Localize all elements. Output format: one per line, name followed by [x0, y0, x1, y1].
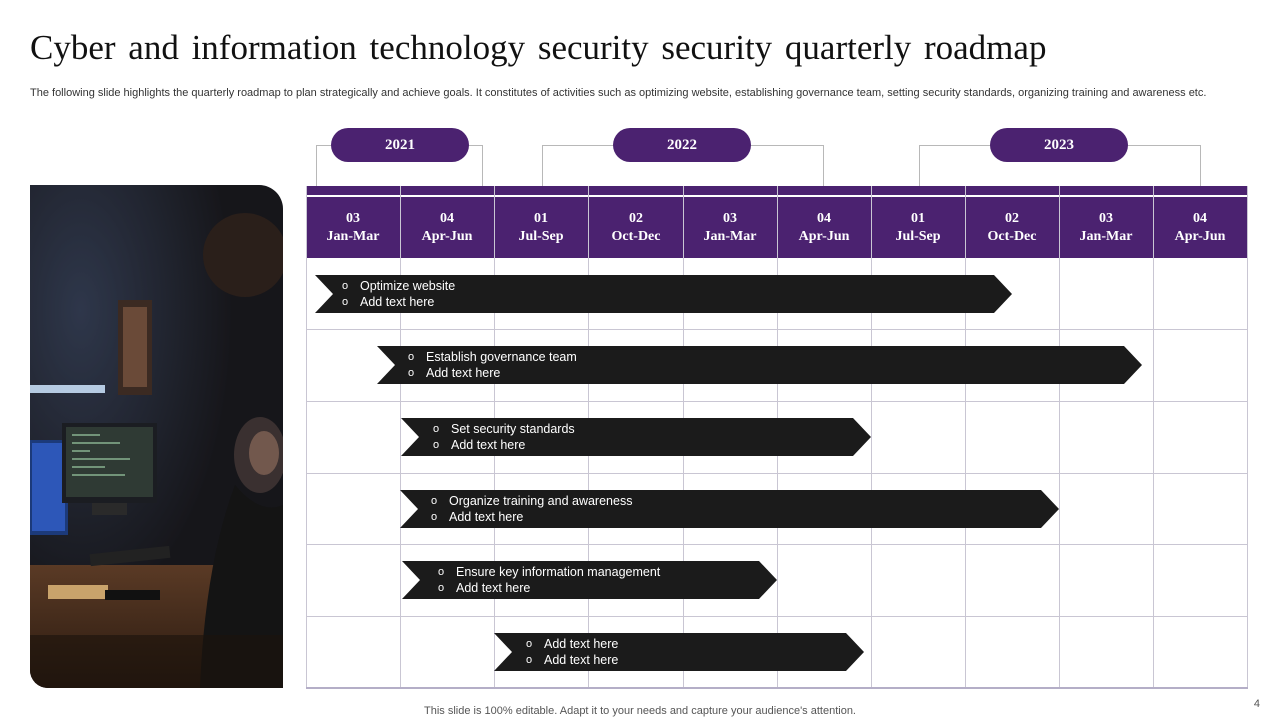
bullet-icon: o [408, 367, 415, 379]
grid-line-vertical [871, 186, 872, 689]
quarter-range: Oct-Dec [987, 228, 1037, 244]
task-note: Add text here [449, 510, 524, 524]
task-label: Establish governance team [426, 350, 577, 364]
quarter-header-1: 03 Jan-Mar [306, 197, 400, 258]
quarter-range: Oct-Dec [611, 228, 661, 244]
quarter-range: Apr-Jun [1174, 228, 1226, 244]
bullet-icon: o [433, 423, 440, 435]
bullet-icon: o [438, 582, 445, 594]
roadmap-grid: 03 Jan-Mar 04 Apr-Jun 01 Jul-Sep 02 Oct-Dec … [306, 186, 1248, 689]
task-bar-establish-governance: o Establish governance team o Add text her… [377, 346, 1142, 384]
grid-line-vertical [1153, 186, 1154, 689]
grid-bottom-line [306, 687, 1248, 689]
task-bar-training-awareness: o Organize training and awareness o Add te… [400, 490, 1059, 528]
bullet-icon: o [342, 280, 349, 292]
year-pill-2023: 2023 [990, 128, 1128, 162]
quarter-number: 03 [723, 210, 737, 226]
grid-line-vertical [400, 186, 401, 689]
hacker-at-computer-photo-icon [30, 185, 283, 688]
year-pill-2022: 2022 [613, 128, 751, 162]
page-number: 4 [1253, 698, 1260, 710]
task-note: Add text here [360, 295, 435, 309]
grid-line-vertical [965, 186, 966, 689]
footer-note: This slide is 100% editable. Adapt it to… [424, 705, 856, 717]
quarter-header-3: 01 Jul-Sep [494, 197, 588, 258]
grid-line-horizontal [306, 473, 1248, 474]
task-note: Add text here [544, 653, 619, 667]
grid-line-vertical [1059, 186, 1060, 689]
quarter-number: 04 [817, 210, 831, 226]
quarter-header-5: 03 Jan-Mar [683, 197, 777, 258]
bullet-icon: o [431, 511, 438, 523]
quarter-range: Jul-Sep [518, 228, 564, 244]
grid-line-vertical [306, 186, 307, 689]
quarter-header-7: 01 Jul-Sep [871, 197, 965, 258]
grid-line-horizontal [306, 329, 1248, 330]
task-label: Add text here [544, 637, 619, 651]
task-label: Set security standards [451, 422, 575, 436]
quarter-header-6: 04 Apr-Jun [777, 197, 871, 258]
task-bar-security-standards: o Set security standards o Add text here [401, 418, 871, 456]
quarter-range: Apr-Jun [421, 228, 473, 244]
quarter-number: 04 [440, 210, 454, 226]
bullet-icon: o [526, 638, 533, 650]
quarter-header-9: 03 Jan-Mar [1059, 197, 1153, 258]
grid-line-vertical [1247, 186, 1248, 689]
quarter-number: 03 [1099, 210, 1113, 226]
grid-line-horizontal [306, 401, 1248, 402]
task-label: Ensure key information management [456, 565, 661, 579]
task-note: Add text here [426, 366, 501, 380]
grid-line-horizontal [306, 616, 1248, 617]
quarter-header-10: 04 Apr-Jun [1153, 197, 1247, 258]
quarter-header-8: 02 Oct-Dec [965, 197, 1059, 258]
task-note: Add text here [451, 438, 526, 452]
page-subtitle: The following slide highlights the quart… [30, 87, 1207, 99]
quarter-range: Jan-Mar [1079, 228, 1133, 244]
grid-line-horizontal [306, 544, 1248, 545]
task-bar-information-management: o Ensure key information management o Add … [402, 561, 777, 599]
quarter-range: Jan-Mar [703, 228, 757, 244]
task-label: Organize training and awareness [449, 494, 633, 508]
bullet-icon: o [526, 654, 533, 666]
quarter-header-2: 04 Apr-Jun [400, 197, 494, 258]
year-pill-2021: 2021 [331, 128, 469, 162]
task-label: Optimize website [360, 279, 456, 293]
quarter-number: 02 [629, 210, 643, 226]
bullet-icon: o [431, 495, 438, 507]
quarter-number: 02 [1005, 210, 1019, 226]
quarter-range: Jul-Sep [895, 228, 941, 244]
hacker-photo [30, 185, 283, 688]
bullet-icon: o [408, 351, 415, 363]
bullet-icon: o [438, 566, 445, 578]
quarter-number: 04 [1193, 210, 1207, 226]
task-bar-add-text: o Add text here o Add text here [494, 633, 864, 671]
task-note: Add text here [456, 581, 531, 595]
quarter-range: Apr-Jun [798, 228, 850, 244]
quarter-number: 03 [346, 210, 360, 226]
bullet-icon: o [433, 439, 440, 451]
quarter-header-4: 02 Oct-Dec [589, 197, 683, 258]
quarter-number: 01 [911, 210, 925, 226]
quarter-range: Jan-Mar [326, 228, 380, 244]
task-bar-optimize-website: o Optimize website o Add text here [315, 275, 1012, 313]
page-title: Cyber and information technology securit… [30, 28, 1047, 67]
quarter-number: 01 [534, 210, 548, 226]
bullet-icon: o [342, 296, 349, 308]
